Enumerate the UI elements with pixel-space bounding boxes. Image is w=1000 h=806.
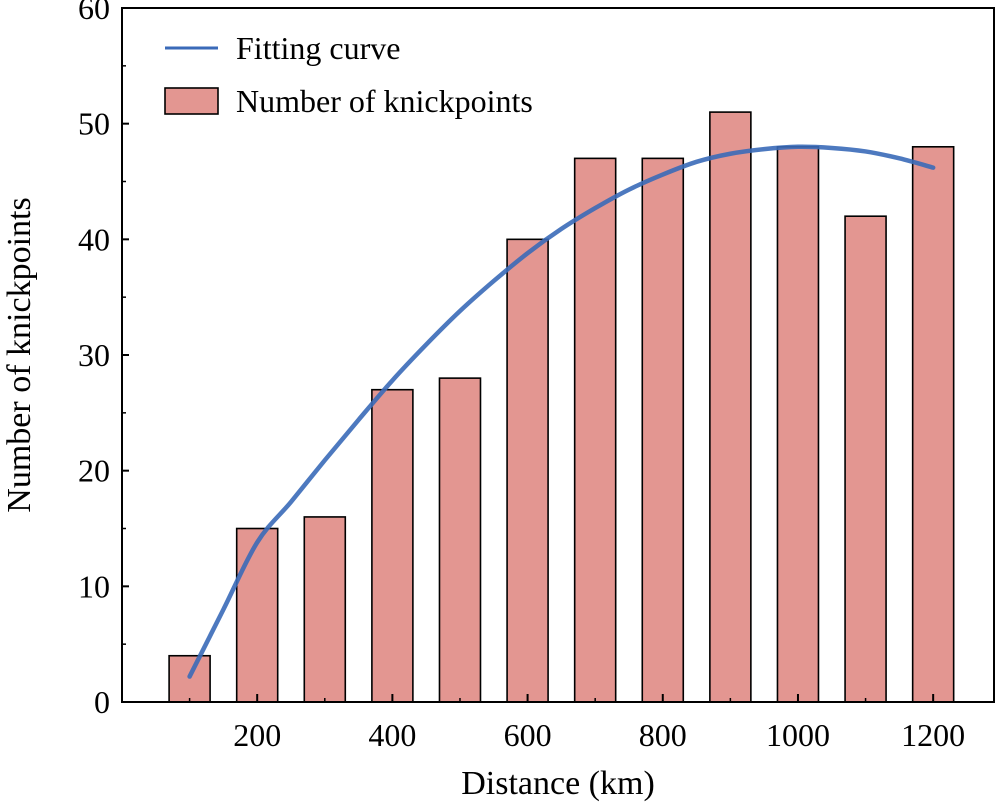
- y-axis-title: Number of knickpoints: [1, 197, 38, 512]
- bar-1100: [844, 215, 887, 703]
- bar-900: [709, 111, 752, 703]
- y-tick-label-50: 50: [78, 106, 110, 142]
- bar-1000: [776, 146, 820, 703]
- x-tick-label-1000: 1000: [766, 717, 830, 753]
- bars-group: [168, 111, 955, 703]
- y-tick-label-0: 0: [94, 684, 110, 720]
- legend-swatch-knickpoints: [164, 87, 219, 115]
- x-tick-label-1200: 1200: [901, 717, 965, 753]
- bar-200: [235, 527, 279, 703]
- y-tick-label-20: 20: [78, 453, 110, 489]
- x-tick-label-800: 800: [639, 717, 687, 753]
- bar-300: [303, 516, 347, 703]
- bar-500: [438, 377, 482, 703]
- x-tick-label-600: 600: [504, 717, 552, 753]
- y-tick-label-10: 10: [78, 568, 110, 604]
- bar-600: [506, 238, 549, 703]
- bar-700: [573, 157, 617, 703]
- bar-100: [168, 654, 211, 703]
- legend: Fitting curve Number of knickpoints: [164, 30, 533, 119]
- fitting-curve-group: [187, 144, 936, 679]
- x-tick-label-200: 200: [233, 717, 281, 753]
- y-tick-label-60: 60: [78, 0, 110, 26]
- y-tick-label-30: 30: [78, 337, 110, 373]
- bar-1200: [911, 146, 955, 703]
- bar-400: [371, 388, 414, 703]
- bar-800: [641, 157, 685, 703]
- axes-group: 0 10 20 30 40 50 60 200 400 600 800 1000 1200: [78, 0, 995, 753]
- fitting-curve-line: [187, 144, 936, 679]
- x-tick-label-400: 400: [368, 717, 416, 753]
- y-tick-label-40: 40: [78, 221, 110, 257]
- x-axis-title: Distance (km): [461, 765, 655, 802]
- legend-label-knickpoints: Number of knickpoints: [236, 83, 533, 119]
- legend-label-fitting-curve: Fitting curve: [236, 30, 400, 66]
